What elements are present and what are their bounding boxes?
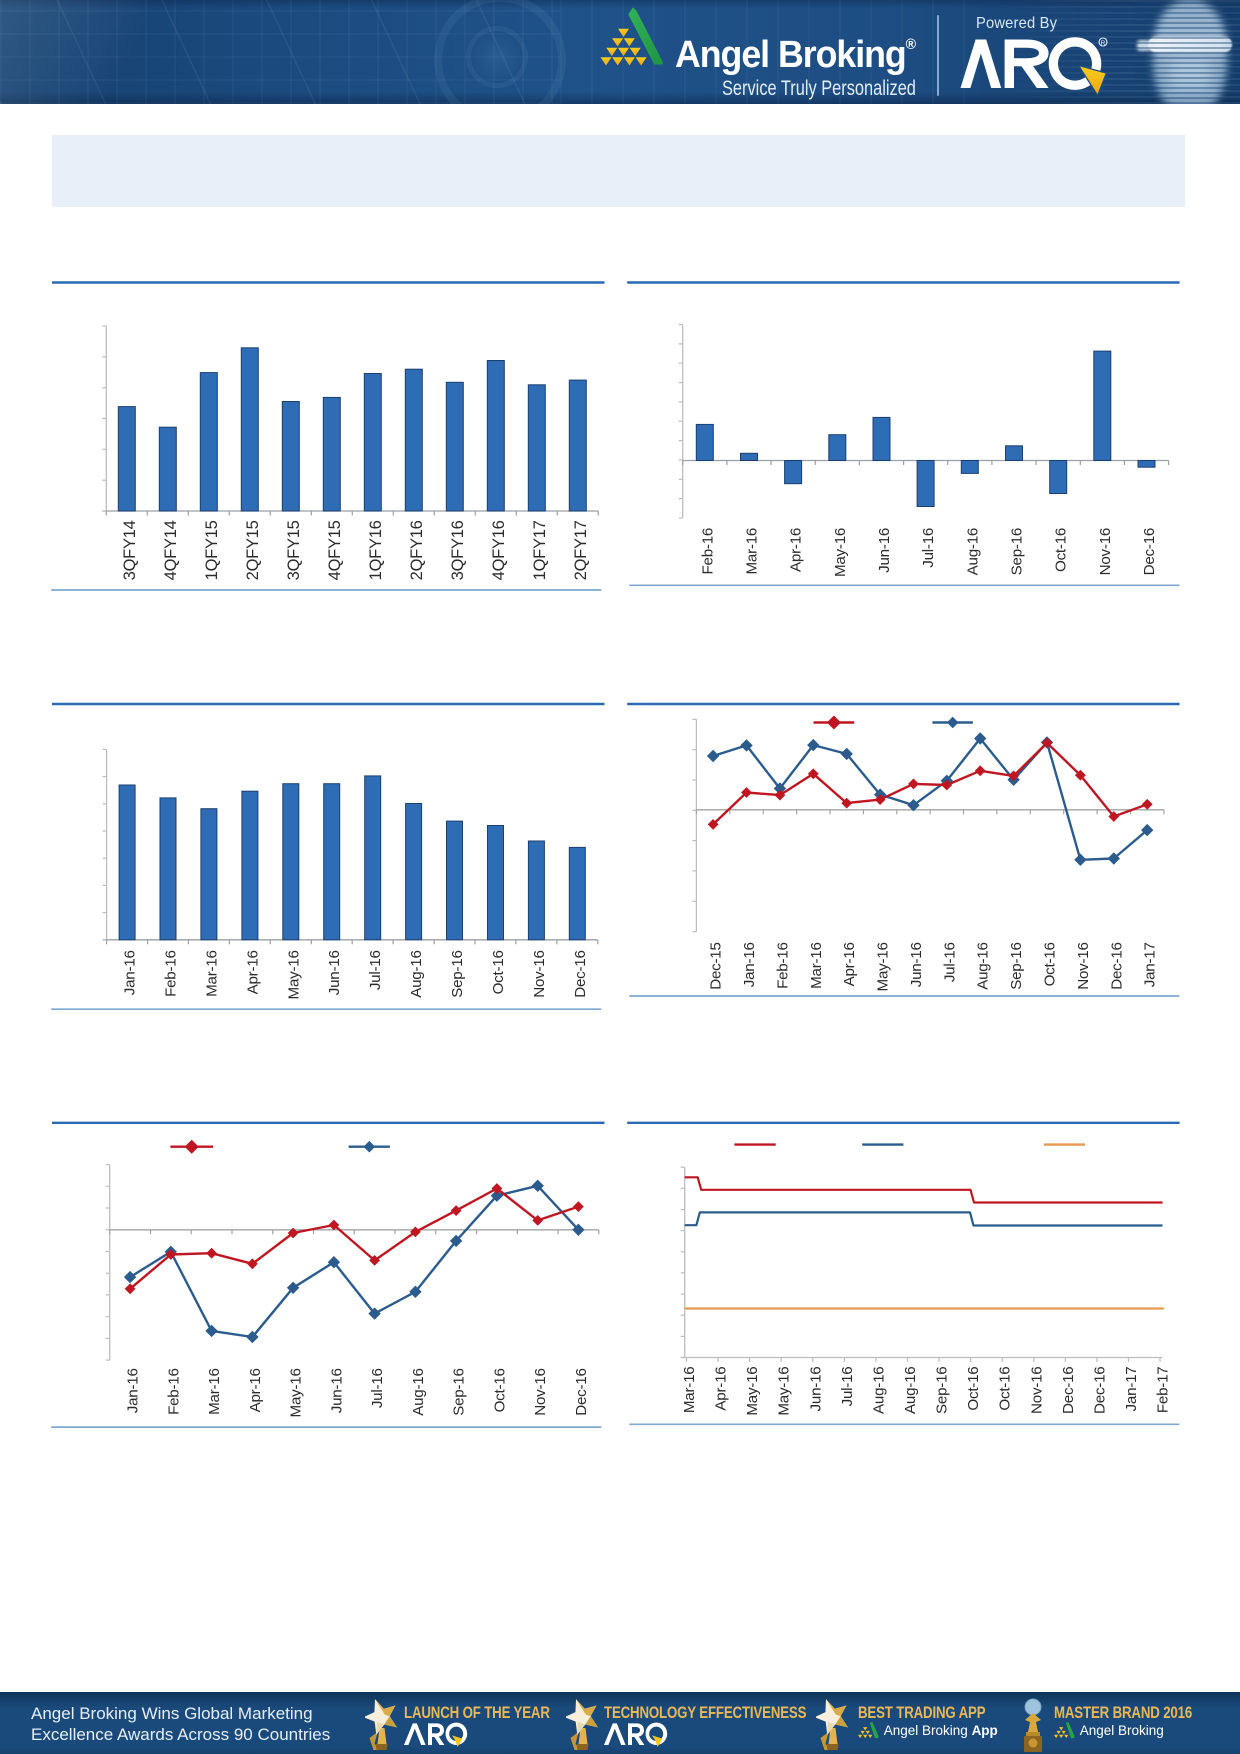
svg-text:Jul-16: Jul-16: [369, 1368, 386, 1408]
svg-text:Aug-16: Aug-16: [408, 950, 425, 997]
svg-text:Jun-16: Jun-16: [328, 1368, 345, 1413]
svg-text:Mar-16: Mar-16: [808, 942, 825, 989]
svg-text:Apr-16: Apr-16: [841, 942, 858, 986]
svg-text:Dec-16: Dec-16: [1060, 1367, 1077, 1414]
svg-text:Jan-17: Jan-17: [1142, 942, 1159, 987]
svg-text:Jul-16: Jul-16: [941, 942, 958, 982]
svg-text:4QFY15: 4QFY15: [326, 520, 344, 580]
svg-text:Sep-16: Sep-16: [1008, 528, 1025, 575]
svg-text:Oct-16: Oct-16: [1041, 942, 1058, 986]
svg-text:Aug-16: Aug-16: [902, 1367, 919, 1414]
svg-text:2QFY17: 2QFY17: [572, 520, 590, 580]
svg-text:Jul-16: Jul-16: [920, 528, 937, 568]
svg-text:Dec-16: Dec-16: [1091, 1367, 1108, 1414]
svg-text:May-16: May-16: [776, 1367, 793, 1416]
svg-text:Nov-16: Nov-16: [1028, 1367, 1045, 1414]
svg-text:Mar-16: Mar-16: [743, 528, 760, 575]
svg-text:1QFY15: 1QFY15: [203, 520, 221, 580]
svg-text:May-16: May-16: [285, 950, 302, 999]
svg-text:Dec-16: Dec-16: [572, 950, 589, 997]
svg-text:Sep-16: Sep-16: [449, 950, 466, 997]
svg-text:Aug-16: Aug-16: [975, 942, 992, 989]
svg-text:Apr-16: Apr-16: [713, 1367, 730, 1411]
svg-text:Nov-16: Nov-16: [531, 950, 548, 997]
svg-text:Aug-16: Aug-16: [964, 528, 981, 575]
svg-text:Dec-15: Dec-15: [708, 942, 725, 989]
svg-text:Oct-16: Oct-16: [490, 950, 507, 994]
svg-text:Apr-16: Apr-16: [244, 950, 261, 994]
svg-text:Aug-16: Aug-16: [410, 1368, 427, 1415]
svg-text:Sep-16: Sep-16: [1008, 942, 1025, 989]
svg-text:Nov-16: Nov-16: [532, 1368, 549, 1415]
svg-text:Aug-16: Aug-16: [870, 1367, 887, 1414]
svg-text:Feb-17: Feb-17: [1154, 1367, 1171, 1414]
svg-text:Apr-16: Apr-16: [247, 1368, 264, 1412]
svg-text:Oct-16: Oct-16: [997, 1367, 1014, 1411]
svg-text:Jun-16: Jun-16: [876, 528, 893, 573]
svg-text:Feb-16: Feb-16: [774, 942, 791, 989]
svg-text:3QFY16: 3QFY16: [449, 520, 467, 580]
svg-text:Feb-16: Feb-16: [165, 1368, 182, 1415]
svg-text:1QFY16: 1QFY16: [367, 520, 385, 580]
svg-text:Jan-17: Jan-17: [1123, 1367, 1140, 1412]
svg-text:May-16: May-16: [875, 942, 892, 991]
svg-text:Mar-16: Mar-16: [203, 950, 220, 997]
svg-text:4QFY16: 4QFY16: [490, 520, 508, 580]
svg-text:Jul-16: Jul-16: [367, 950, 384, 990]
svg-text:3QFY15: 3QFY15: [285, 520, 303, 580]
svg-text:Jul-16: Jul-16: [839, 1367, 856, 1407]
svg-text:Dec-16: Dec-16: [573, 1368, 590, 1415]
svg-text:Feb-16: Feb-16: [162, 950, 179, 997]
svg-text:3QFY14: 3QFY14: [121, 520, 139, 580]
svg-text:Oct-16: Oct-16: [491, 1368, 508, 1412]
svg-text:Jun-16: Jun-16: [908, 942, 925, 987]
svg-text:Nov-16: Nov-16: [1097, 528, 1114, 575]
svg-text:1QFY17: 1QFY17: [531, 520, 549, 580]
svg-text:May-16: May-16: [832, 528, 849, 577]
svg-text:Dec-16: Dec-16: [1141, 528, 1158, 575]
svg-text:Jan-16: Jan-16: [741, 942, 758, 987]
svg-text:2QFY16: 2QFY16: [408, 520, 426, 580]
svg-text:Jun-16: Jun-16: [807, 1367, 824, 1412]
svg-text:Oct-16: Oct-16: [965, 1367, 982, 1411]
svg-text:Jan-16: Jan-16: [122, 950, 139, 995]
svg-text:May-16: May-16: [744, 1367, 761, 1416]
svg-text:Apr-16: Apr-16: [788, 528, 805, 572]
svg-text:Feb-16: Feb-16: [699, 528, 716, 575]
svg-text:Sep-16: Sep-16: [451, 1368, 468, 1415]
svg-text:Sep-16: Sep-16: [934, 1367, 951, 1414]
svg-text:Jun-16: Jun-16: [326, 950, 343, 995]
svg-text:Jan-16: Jan-16: [125, 1368, 142, 1413]
svg-text:Dec-16: Dec-16: [1108, 942, 1125, 989]
svg-text:R: R: [1101, 40, 1106, 47]
svg-text:2QFY15: 2QFY15: [244, 520, 262, 580]
svg-text:Mar-16: Mar-16: [206, 1368, 223, 1415]
svg-text:Mar-16: Mar-16: [681, 1367, 698, 1414]
svg-text:Nov-16: Nov-16: [1075, 942, 1092, 989]
svg-text:Oct-16: Oct-16: [1053, 528, 1070, 572]
svg-text:4QFY14: 4QFY14: [162, 520, 180, 580]
svg-text:May-16: May-16: [288, 1368, 305, 1417]
